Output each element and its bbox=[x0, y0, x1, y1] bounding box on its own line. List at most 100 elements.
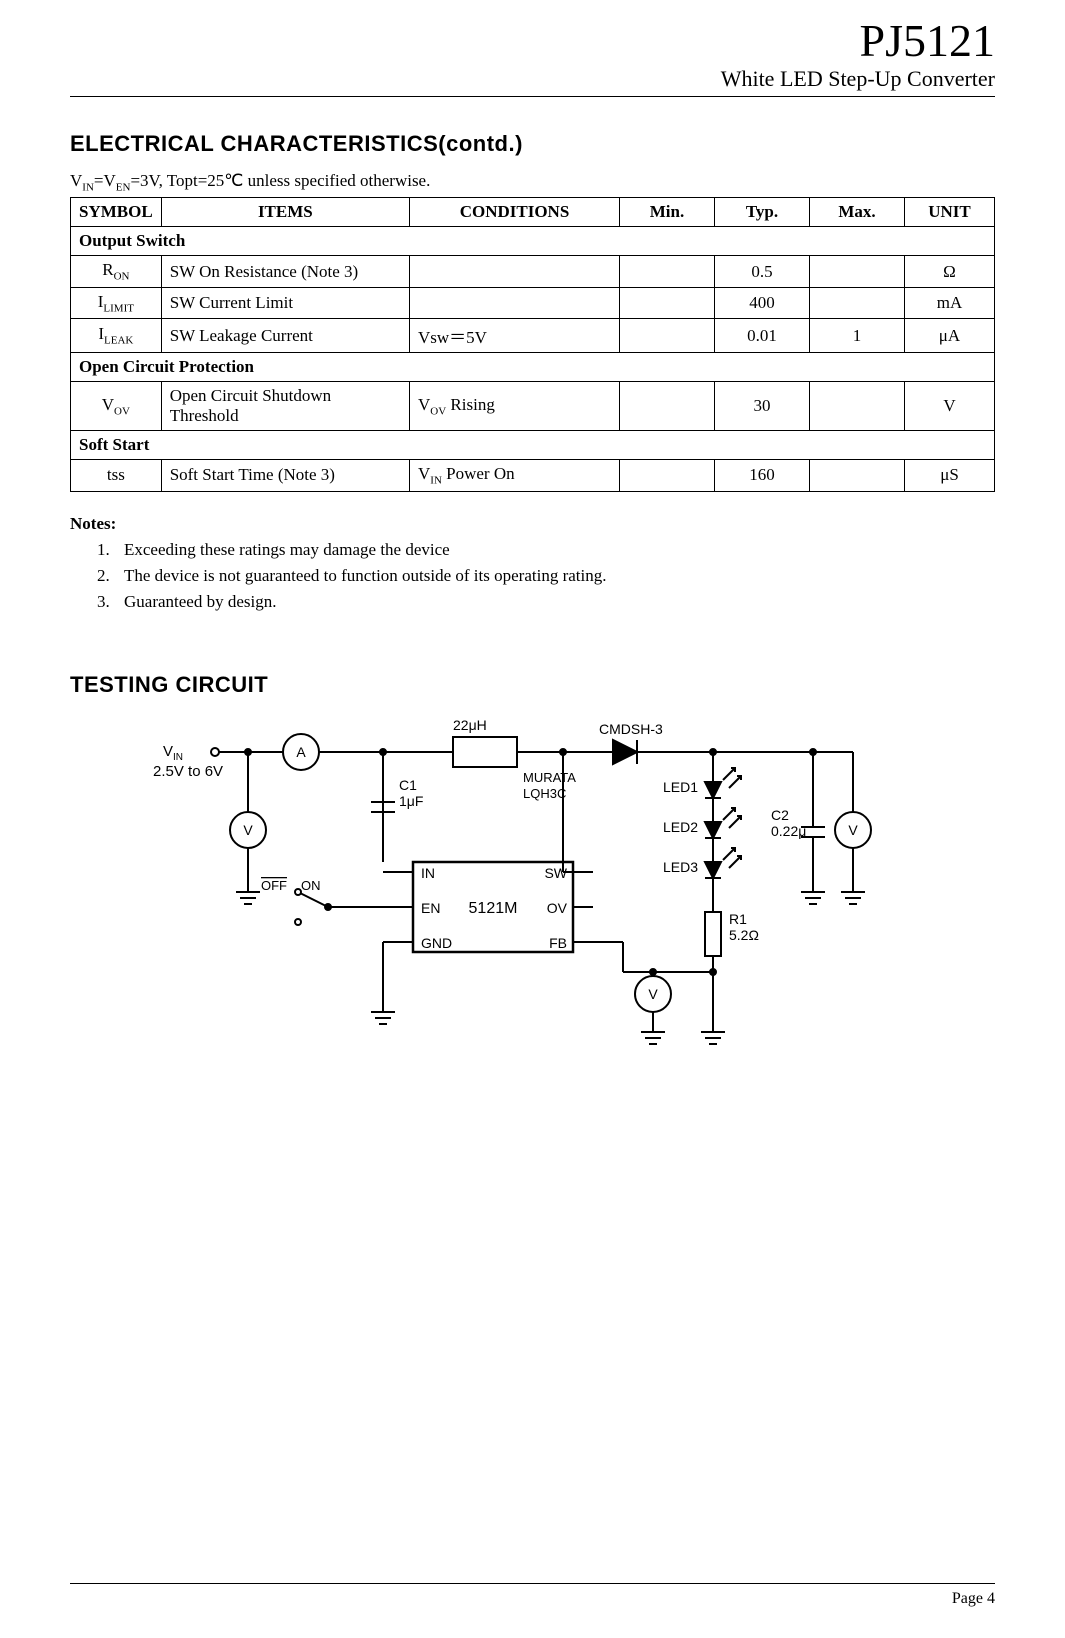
switch-off-label: OFF bbox=[261, 878, 287, 893]
cell-cond: VIN Power On bbox=[410, 460, 620, 491]
cell-symbol: RON bbox=[71, 256, 162, 287]
cell-unit: μA bbox=[905, 319, 995, 353]
r1-value: 5.2Ω bbox=[729, 927, 759, 943]
cond-text: V bbox=[70, 171, 82, 190]
section-title-electrical: ELECTRICAL CHARACTERISTICS(contd.) bbox=[70, 131, 995, 157]
th-typ: Typ. bbox=[715, 198, 810, 227]
ammeter-icon: A bbox=[296, 744, 306, 760]
group-label: Soft Start bbox=[71, 431, 995, 460]
cell-max bbox=[810, 287, 905, 318]
cell-cond: VOV Rising bbox=[410, 382, 620, 431]
cell-item: Open Circuit Shutdown Threshold bbox=[161, 382, 409, 431]
cell-unit: mA bbox=[905, 287, 995, 318]
group-soft-start: Soft Start bbox=[71, 431, 995, 460]
cond-sub: IN bbox=[82, 181, 94, 193]
notes-list: Exceeding these ratings may damage the d… bbox=[92, 540, 995, 612]
circuit-diagram: VIN 2.5V to 6V A V V V C1 1μF 22μH MURAT… bbox=[70, 712, 995, 1072]
th-symbol: SYMBOL bbox=[71, 198, 162, 227]
pin-in: IN bbox=[421, 865, 435, 881]
pin-ov: OV bbox=[546, 900, 567, 916]
th-max: Max. bbox=[810, 198, 905, 227]
vin-range: 2.5V to 6V bbox=[153, 763, 223, 780]
cond-sub: EN bbox=[116, 181, 131, 193]
voltmeter-icon: V bbox=[848, 822, 858, 838]
pin-gnd: GND bbox=[421, 935, 452, 951]
cell-max bbox=[810, 256, 905, 287]
vin-label: VIN bbox=[163, 743, 183, 763]
cell-typ: 0.5 bbox=[715, 256, 810, 287]
cell-symbol: ILIMIT bbox=[71, 287, 162, 318]
cell-typ: 400 bbox=[715, 287, 810, 318]
cell-cond bbox=[410, 256, 620, 287]
cell-unit: V bbox=[905, 382, 995, 431]
note-item: Guaranteed by design. bbox=[114, 592, 995, 612]
table-row: VOV Open Circuit Shutdown Threshold VOV … bbox=[71, 382, 995, 431]
voltmeter-icon: V bbox=[243, 822, 253, 838]
switch-on-label: ON bbox=[301, 878, 321, 893]
group-label: Output Switch bbox=[71, 227, 995, 256]
header-rule bbox=[70, 96, 995, 97]
cell-symbol: VOV bbox=[71, 382, 162, 431]
voltmeter-icon: V bbox=[648, 986, 658, 1002]
cell-typ: 30 bbox=[715, 382, 810, 431]
note-item: The device is not guaranteed to function… bbox=[114, 566, 995, 586]
inductor-mfr: MURATA bbox=[523, 770, 576, 785]
cell-max: 1 bbox=[810, 319, 905, 353]
chip-label: 5121M bbox=[468, 900, 517, 917]
cell-cond bbox=[410, 287, 620, 318]
r1-label: R1 bbox=[729, 911, 747, 927]
cell-max bbox=[810, 460, 905, 491]
group-open-circuit: Open Circuit Protection bbox=[71, 353, 995, 382]
cell-min bbox=[620, 256, 715, 287]
cell-symbol: tss bbox=[71, 460, 162, 491]
led1-label: LED1 bbox=[663, 779, 698, 795]
cell-unit: Ω bbox=[905, 256, 995, 287]
note-item: Exceeding these ratings may damage the d… bbox=[114, 540, 995, 560]
cell-symbol: ILEAK bbox=[71, 319, 162, 353]
cell-max bbox=[810, 382, 905, 431]
inductor-part: LQH3C bbox=[523, 786, 566, 801]
pin-sw: SW bbox=[544, 865, 567, 881]
cell-typ: 160 bbox=[715, 460, 810, 491]
page-number: Page 4 bbox=[70, 1590, 995, 1608]
th-min: Min. bbox=[620, 198, 715, 227]
pin-fb: FB bbox=[549, 935, 567, 951]
c2-label: C2 bbox=[771, 807, 789, 823]
cell-item: SW On Resistance (Note 3) bbox=[161, 256, 409, 287]
table-header-row: SYMBOL ITEMS CONDITIONS Min. Typ. Max. U… bbox=[71, 198, 995, 227]
c1-label: C1 bbox=[399, 777, 417, 793]
cond-text: =3V, Topt=25℃ unless specified otherwise… bbox=[130, 171, 430, 190]
cell-cond: Vsw＝5V bbox=[410, 319, 620, 353]
section-title-testing: TESTING CIRCUIT bbox=[70, 672, 995, 698]
th-unit: UNIT bbox=[905, 198, 995, 227]
diode-label: CMDSH-3 bbox=[599, 721, 663, 737]
table-row: ILEAK SW Leakage Current Vsw＝5V 0.01 1 μ… bbox=[71, 319, 995, 353]
cond-text: =V bbox=[94, 171, 116, 190]
led3-label: LED3 bbox=[663, 859, 698, 875]
cell-min bbox=[620, 319, 715, 353]
electrical-table: SYMBOL ITEMS CONDITIONS Min. Typ. Max. U… bbox=[70, 197, 995, 491]
th-conditions: CONDITIONS bbox=[410, 198, 620, 227]
led2-label: LED2 bbox=[663, 819, 698, 835]
cell-min bbox=[620, 460, 715, 491]
notes-heading: Notes: bbox=[70, 514, 995, 534]
pin-en: EN bbox=[421, 900, 440, 916]
part-number: PJ5121 bbox=[70, 18, 995, 64]
c2-value: 0.22μ bbox=[771, 823, 806, 839]
table-row: ILIMIT SW Current Limit 400 mA bbox=[71, 287, 995, 318]
group-label: Open Circuit Protection bbox=[71, 353, 995, 382]
part-subtitle: White LED Step-Up Converter bbox=[70, 66, 995, 92]
cell-typ: 0.01 bbox=[715, 319, 810, 353]
c1-value: 1μF bbox=[399, 793, 423, 809]
cell-item: SW Current Limit bbox=[161, 287, 409, 318]
th-items: ITEMS bbox=[161, 198, 409, 227]
inductor-value: 22μH bbox=[453, 717, 487, 733]
cell-item: Soft Start Time (Note 3) bbox=[161, 460, 409, 491]
footer-rule bbox=[70, 1583, 995, 1584]
table-row: RON SW On Resistance (Note 3) 0.5 Ω bbox=[71, 256, 995, 287]
cell-item: SW Leakage Current bbox=[161, 319, 409, 353]
group-output-switch: Output Switch bbox=[71, 227, 995, 256]
table-row: tss Soft Start Time (Note 3) VIN Power O… bbox=[71, 460, 995, 491]
test-conditions: VIN=VEN=3V, Topt=25℃ unless specified ot… bbox=[70, 171, 995, 193]
cell-min bbox=[620, 382, 715, 431]
